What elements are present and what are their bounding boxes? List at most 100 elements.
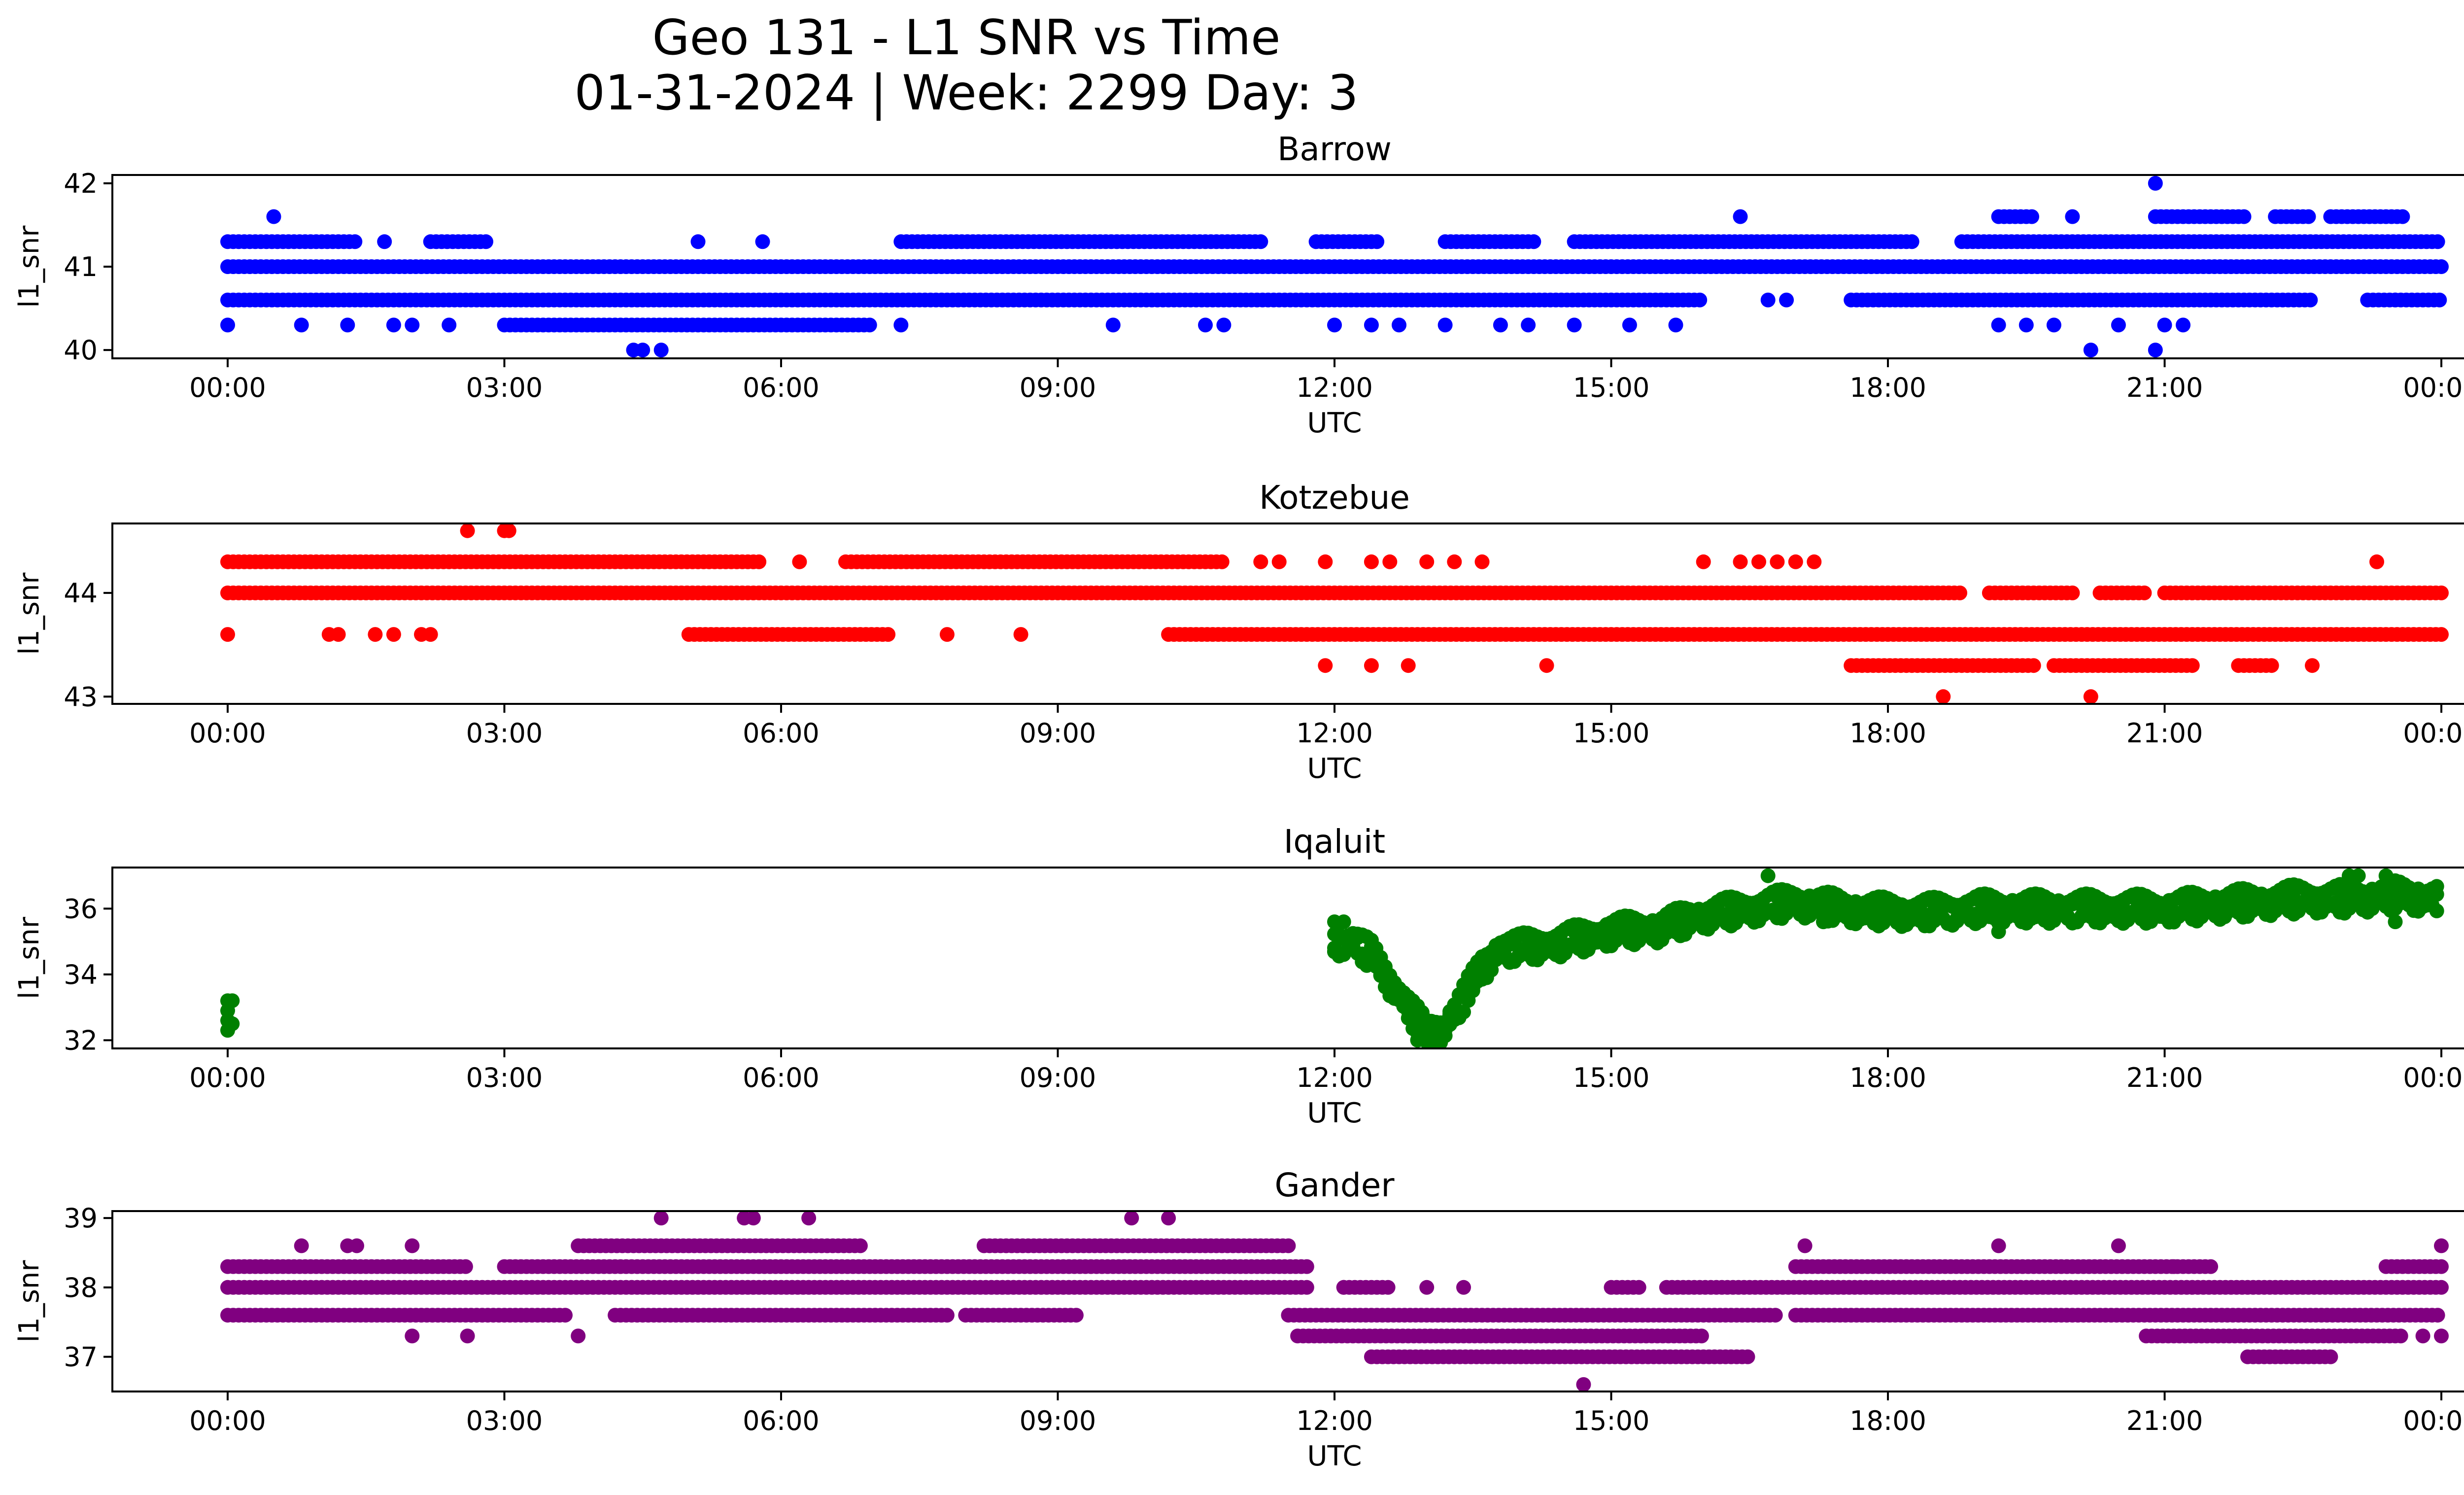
gander-x-tick-label: 00:00 bbox=[189, 1405, 266, 1436]
kotzebue-data-point bbox=[2065, 585, 2080, 600]
gander-data-point bbox=[1631, 1280, 1646, 1295]
gander-data-point bbox=[405, 1328, 420, 1344]
iqaluit-x-tick-label: 21:00 bbox=[2126, 1062, 2203, 1093]
barrow-data-point bbox=[1733, 209, 1748, 224]
kotzebue-data-point bbox=[501, 523, 516, 538]
barrow-data-point bbox=[2432, 292, 2447, 308]
barrow-data-point bbox=[2303, 292, 2318, 308]
gander-x-tick-label: 12:00 bbox=[1296, 1405, 1373, 1436]
gander-x-axis-label: UTC bbox=[1307, 1440, 1362, 1472]
barrow-data-point bbox=[2148, 343, 2163, 358]
barrow-data-point bbox=[1521, 317, 1536, 333]
barrow-subplot-title: Barrow bbox=[1277, 130, 1392, 168]
kotzebue-y-tick-label: 44 bbox=[64, 578, 98, 609]
barrow-data-point bbox=[1253, 234, 1268, 249]
barrow-data-point bbox=[2148, 175, 2163, 191]
barrow-data-point bbox=[1668, 317, 1683, 333]
kotzebue-data-point bbox=[1539, 658, 1554, 673]
gander-data-point bbox=[2393, 1328, 2408, 1344]
gander-y-tick-label: 37 bbox=[64, 1342, 98, 1373]
iqaluit-y-axis-label: l1_snr bbox=[13, 916, 45, 999]
kotzebue-data-point bbox=[2369, 554, 2384, 569]
iqaluit-data-point bbox=[2351, 868, 2366, 883]
kotzebue-data-point bbox=[1271, 554, 1287, 569]
kotzebue-x-tick-label: 06:00 bbox=[743, 718, 820, 749]
subplot-panels: Barrow 00:00 03:00 06:00 09:00 12:00 15:00 18:0… bbox=[13, 130, 2464, 1472]
gander-x-tick-label: 21:00 bbox=[2126, 1405, 2203, 1436]
kotzebue-data-point bbox=[1214, 554, 1230, 569]
gander-axes-frame bbox=[111, 1210, 2464, 1392]
gander-data-point bbox=[571, 1328, 586, 1344]
kotzebue-data-point bbox=[2137, 585, 2152, 600]
iqaluit-x-tick-label: 18:00 bbox=[1849, 1062, 1926, 1093]
gander-y-tick-label: 38 bbox=[64, 1272, 98, 1303]
gander-y-tick-label: 39 bbox=[64, 1203, 98, 1234]
gander-data-point bbox=[2434, 1328, 2449, 1344]
barrow-data-point bbox=[2434, 259, 2449, 274]
barrow-data-point bbox=[340, 317, 355, 333]
gander-data-point bbox=[2203, 1259, 2219, 1274]
barrow-y-tick-label: 41 bbox=[64, 251, 98, 282]
iqaluit-x-tick-label: 00:00 bbox=[2403, 1062, 2464, 1093]
barrow-data-point bbox=[442, 317, 457, 333]
barrow-x-tick-label: 00:00 bbox=[189, 372, 266, 403]
gander-data-point bbox=[349, 1238, 364, 1253]
barrow-data-point bbox=[1991, 317, 2006, 333]
barrow-data-point bbox=[1526, 234, 1541, 249]
kotzebue-data-point bbox=[220, 627, 235, 642]
gander-data-point bbox=[1576, 1377, 1591, 1391]
barrow-data-point bbox=[2046, 317, 2061, 333]
gander-data-point bbox=[2434, 1280, 2449, 1295]
iqaluit-data-point bbox=[1760, 868, 1776, 883]
gander-data-point bbox=[939, 1308, 955, 1323]
iqaluit-data-point bbox=[2429, 904, 2444, 918]
barrow-x-tick-label: 00:00 bbox=[2403, 372, 2464, 403]
gander-data-point bbox=[1299, 1259, 1314, 1274]
iqaluit-x-tick-label: 03:00 bbox=[466, 1062, 543, 1093]
kotzebue-data-point bbox=[386, 627, 401, 642]
barrow-data-point bbox=[1904, 234, 1919, 249]
kotzebue-y-tick-label: 43 bbox=[64, 681, 98, 712]
iqaluit-data-point bbox=[225, 1016, 240, 1031]
barrow-data-point bbox=[386, 317, 401, 333]
gander-subplot-title: Gander bbox=[1274, 1166, 1395, 1204]
barrow-data-point bbox=[2388, 292, 2403, 308]
barrow-data-point bbox=[405, 317, 420, 333]
gander-data-point bbox=[2434, 1238, 2449, 1253]
gander-data-point bbox=[2323, 1349, 2338, 1364]
gander-data-point bbox=[2415, 1328, 2430, 1344]
gander-x-tick-label: 06:00 bbox=[743, 1405, 820, 1436]
barrow-data-point bbox=[347, 234, 363, 249]
gander-data-point bbox=[1336, 1280, 1351, 1295]
barrow-data-point bbox=[2024, 209, 2039, 224]
barrow-data-point bbox=[1392, 317, 1406, 333]
kotzebue-data-point bbox=[460, 523, 475, 538]
gander-data-point bbox=[1768, 1308, 1783, 1323]
kotzebue-data-point bbox=[1364, 658, 1379, 673]
barrow-data-point bbox=[1369, 234, 1385, 249]
iqaluit-y-tick-label: 32 bbox=[64, 1025, 98, 1056]
iqaluit-data-point bbox=[2429, 879, 2444, 894]
figure-title-line-2: 01-31-2024 | Week: 2299 Day: 3 bbox=[575, 65, 1359, 121]
gander-x-tick-label: 09:00 bbox=[1020, 1405, 1096, 1436]
kotzebue-y-axis-label: l1_snr bbox=[13, 572, 45, 655]
kotzebue-data-point bbox=[1788, 554, 1803, 569]
gander-data-point bbox=[1161, 1211, 1176, 1226]
barrow-y-axis-label: l1_snr bbox=[13, 225, 45, 308]
barrow-data-point bbox=[479, 234, 493, 249]
barrow-data-point bbox=[755, 234, 770, 249]
kotzebue-data-point bbox=[881, 627, 896, 642]
gander-data-point bbox=[405, 1238, 420, 1253]
barrow-y-tick-label: 42 bbox=[64, 168, 98, 199]
kotzebue-data-point bbox=[1807, 554, 1822, 569]
kotzebue-data-point bbox=[2083, 689, 2098, 704]
barrow-x-tick-label: 09:00 bbox=[1020, 372, 1096, 403]
barrow-data-point bbox=[893, 317, 909, 333]
gander-data-point bbox=[801, 1211, 817, 1226]
kotzebue-data-point bbox=[1936, 689, 1951, 704]
kotzebue-x-tick-label: 12:00 bbox=[1296, 718, 1373, 749]
gander-x-tick-label: 18:00 bbox=[1849, 1405, 1926, 1436]
iqaluit-data-point bbox=[1991, 924, 2006, 939]
barrow-data-point bbox=[690, 234, 706, 249]
kotzebue-x-tick-label: 00:00 bbox=[2403, 718, 2464, 749]
